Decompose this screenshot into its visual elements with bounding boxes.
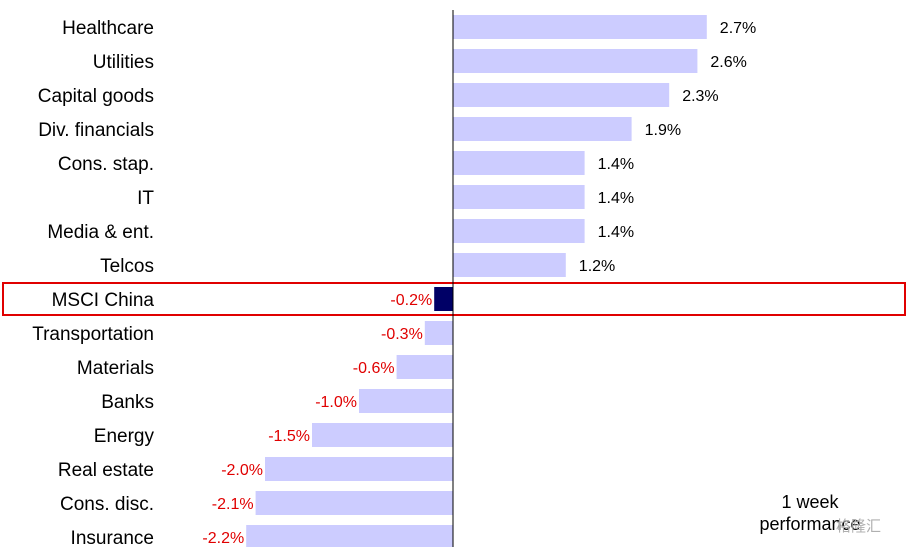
category-label: Cons. disc. — [60, 494, 154, 515]
bar — [359, 389, 453, 413]
bar — [255, 491, 453, 515]
bar — [453, 117, 632, 141]
data-label: 1.2% — [579, 258, 615, 275]
data-label: -1.0% — [315, 394, 357, 411]
data-label: -2.0% — [221, 462, 263, 479]
category-label: Utilities — [93, 52, 154, 73]
highlight-box — [2, 282, 906, 316]
bar — [424, 321, 453, 345]
legend-note-line-1: 1 week — [781, 492, 839, 512]
bar — [312, 423, 453, 447]
category-label: Media & ent. — [47, 222, 154, 243]
category-label: IT — [137, 188, 154, 209]
category-label: Insurance — [71, 528, 154, 547]
bar — [453, 253, 566, 277]
data-label: 2.6% — [710, 54, 746, 71]
data-label: 1.4% — [598, 224, 634, 241]
bar — [434, 287, 453, 311]
category-label: Capital goods — [38, 86, 154, 107]
watermark-text: 格隆汇 — [836, 518, 882, 535]
category-label: Banks — [101, 392, 154, 413]
bar — [246, 525, 453, 547]
bar — [453, 219, 585, 243]
data-label: 1.4% — [598, 156, 634, 173]
data-label: 1.4% — [598, 190, 634, 207]
category-label: Telcos — [100, 256, 154, 277]
category-label: Energy — [94, 426, 155, 447]
data-label: -0.2% — [390, 292, 432, 309]
category-label: Cons. stap. — [58, 154, 154, 175]
bar — [453, 49, 698, 73]
data-label: 2.7% — [720, 20, 756, 37]
category-label: MSCI China — [52, 290, 155, 311]
category-label: Real estate — [58, 460, 154, 481]
legend-note: 1 week performance — [740, 491, 880, 535]
data-label: -1.5% — [268, 428, 310, 445]
legend-note-line-2: performance — [759, 514, 861, 534]
category-label: Transportation — [32, 324, 154, 345]
data-label: 2.3% — [682, 88, 718, 105]
bar — [453, 151, 585, 175]
data-label: -0.6% — [353, 360, 395, 377]
category-label: Div. financials — [38, 120, 154, 141]
data-label: -2.2% — [202, 530, 244, 547]
bar — [265, 457, 453, 481]
data-label: 1.9% — [645, 122, 681, 139]
data-label: -0.3% — [381, 326, 423, 343]
bar — [453, 185, 585, 209]
category-label: Healthcare — [62, 18, 154, 39]
category-label: Materials — [77, 358, 154, 379]
bar — [396, 355, 453, 379]
bar — [453, 15, 707, 39]
data-label: -2.1% — [212, 496, 254, 513]
bar — [453, 83, 670, 107]
